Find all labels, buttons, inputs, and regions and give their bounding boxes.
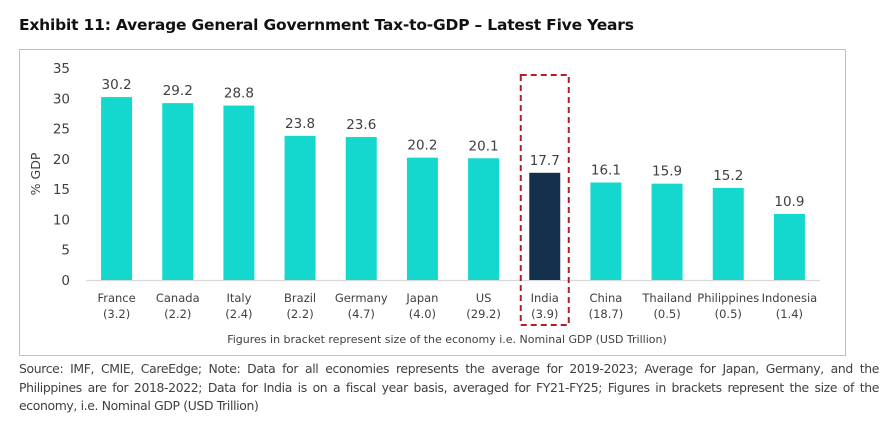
x-tick-label: France	[97, 291, 135, 305]
x-tick-sublabel: (2.4)	[225, 307, 252, 321]
x-tick-label: China	[589, 291, 622, 305]
bar-china	[590, 182, 622, 280]
x-tick-sublabel: (1.4)	[776, 307, 803, 321]
y-tick-label: 5	[61, 243, 70, 259]
x-tick-label: US	[476, 291, 492, 305]
data-label: 16.1	[591, 162, 621, 178]
x-tick-sublabel: (3.2)	[103, 307, 130, 321]
y-tick-label: 10	[53, 212, 70, 228]
data-label: 30.2	[102, 77, 132, 93]
data-label: 15.9	[652, 164, 682, 180]
x-tick-label: Philippines	[697, 291, 759, 305]
data-labels: 30.2 29.2 28.8 23.8 23.6 20.2 20.1 17.7 16.1 15.9…	[102, 77, 805, 210]
x-tick-label: India	[531, 291, 559, 305]
bar-chart: 0 5 10 15 20 25 30 35 % GDP 30.2 29.2 28.8 23.8 23.…	[28, 61, 820, 346]
data-label: 23.8	[285, 116, 315, 132]
y-tick-label: 20	[53, 152, 70, 168]
x-axis-ticks: France (3.2) Canada (2.2) Italy (2.4) Brazil (2…	[97, 291, 817, 321]
x-tick-label: Italy	[226, 291, 251, 305]
data-label: 23.6	[346, 117, 376, 133]
data-label: 20.2	[407, 138, 437, 154]
bar-indonesia	[773, 213, 805, 280]
x-tick-label: Thailand	[641, 291, 691, 305]
bar-italy	[223, 105, 255, 280]
bar-thailand	[651, 183, 683, 280]
x-axis-label: Figures in bracket represent size of the…	[227, 333, 667, 346]
x-tick-sublabel: (18.7)	[589, 307, 624, 321]
y-tick-label: 15	[53, 182, 70, 198]
y-tick-label: 35	[53, 61, 70, 77]
x-tick-sublabel: (3.9)	[531, 307, 558, 321]
data-label: 10.9	[774, 194, 804, 210]
x-tick-sublabel: (2.2)	[164, 307, 191, 321]
data-label: 28.8	[224, 86, 254, 102]
bar-india	[529, 172, 561, 280]
x-tick-sublabel: (4.7)	[348, 307, 375, 321]
y-tick-label: 25	[53, 122, 70, 138]
bar-brazil	[284, 135, 316, 280]
chart-frame	[19, 49, 846, 356]
bar-philippines	[712, 187, 744, 280]
india-highlight-box	[519, 74, 570, 326]
bar-canada	[162, 103, 194, 280]
chart-title: Exhibit 11: Average General Government T…	[19, 16, 634, 34]
data-label: 17.7	[530, 153, 560, 169]
bars	[101, 97, 805, 281]
x-tick-sublabel: (0.5)	[653, 307, 680, 321]
bar-france	[101, 97, 133, 281]
data-label: 20.1	[469, 138, 499, 154]
bar-us	[468, 158, 500, 280]
y-axis: 0 5 10 15 20 25 30 35	[53, 61, 70, 289]
x-tick-sublabel: (29.2)	[466, 307, 501, 321]
y-tick-label: 30	[53, 91, 70, 107]
x-tick-label: Japan	[405, 291, 438, 305]
x-tick-label: Brazil	[284, 291, 316, 305]
x-tick-label: Indonesia	[762, 291, 818, 305]
bar-japan	[406, 157, 438, 280]
x-tick-sublabel: (2.2)	[286, 307, 313, 321]
y-tick-label: 0	[61, 273, 70, 289]
y-axis-label: % GDP	[28, 152, 43, 195]
x-tick-label: Germany	[335, 291, 388, 305]
x-tick-sublabel: (0.5)	[715, 307, 742, 321]
bar-germany	[345, 137, 377, 280]
source-note: Source: IMF, CMIE, CareEdge; Note: Data …	[19, 361, 879, 413]
x-tick-label: Canada	[156, 291, 200, 305]
data-label: 15.2	[713, 168, 743, 184]
data-label: 29.2	[163, 83, 193, 99]
x-tick-sublabel: (4.0)	[409, 307, 436, 321]
